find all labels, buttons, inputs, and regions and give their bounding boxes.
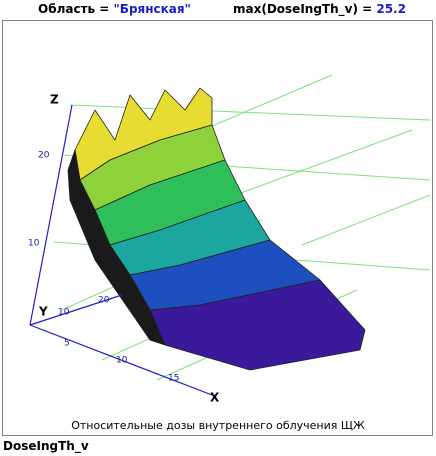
max-label: max(DoseIngTh_v) = (233, 2, 377, 16)
z-axis (29, 104, 73, 326)
x-axis (29, 324, 213, 396)
x-axis-label: X (210, 391, 220, 405)
y-tick-label: 10 (58, 308, 70, 318)
y-axis-label: Y (38, 305, 48, 319)
plot-panel: Z Y X 20 10 20 10 5 10 15 Относительные … (2, 20, 433, 436)
z-tick-label: 10 (28, 239, 40, 249)
y-tick-label: 20 (98, 296, 110, 306)
max-value: 25.2 (376, 2, 406, 16)
z-tick-label: 20 (38, 151, 50, 161)
region-header: Область = "Брянская" (38, 2, 191, 16)
surface (67, 87, 366, 371)
max-header: max(DoseIngTh_v) = 25.2 (233, 2, 406, 16)
axes (29, 104, 213, 396)
region-label: Область = (38, 2, 114, 16)
variable-name: DoseIngTh_v (3, 439, 89, 453)
region-value: "Брянская" (113, 2, 191, 16)
x-tick-label: 5 (64, 339, 70, 349)
x-tick-label: 15 (168, 374, 179, 384)
surface-wall (67, 149, 166, 346)
y-axis (29, 294, 123, 326)
x-tick-label: 10 (116, 356, 128, 366)
grid-line (301, 194, 431, 246)
z-axis-label: Z (50, 93, 59, 107)
grid-line (221, 129, 413, 201)
plot-caption: Относительные дозы внутреннего облучения… (71, 419, 365, 432)
surface-band (149, 279, 366, 371)
